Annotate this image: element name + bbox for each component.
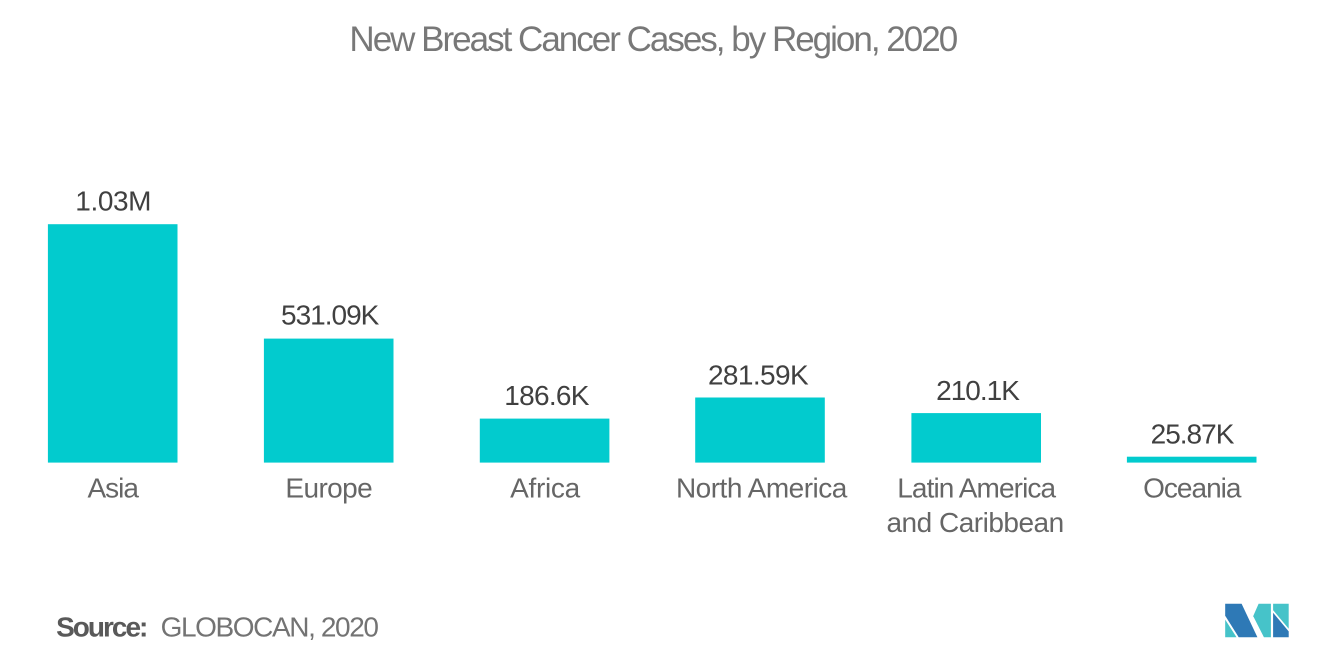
svg-text:Source:: Source: <box>56 612 146 643</box>
svg-text:Asia: Asia <box>87 473 139 504</box>
svg-text:186.6K: 186.6K <box>504 380 590 411</box>
svg-text:531.09K: 531.09K <box>281 300 380 331</box>
svg-text:Latin America: Latin America <box>897 473 1056 504</box>
svg-text:25.87K: 25.87K <box>1151 419 1235 450</box>
svg-text:210.1K: 210.1K <box>936 375 1020 406</box>
svg-text:Europe: Europe <box>285 473 372 504</box>
svg-text:281.59K: 281.59K <box>708 360 809 391</box>
svg-text:Oceania: Oceania <box>1143 473 1242 504</box>
svg-text:Africa: Africa <box>510 473 581 504</box>
svg-text:and Caribbean: and Caribbean <box>886 507 1063 538</box>
svg-text:North America: North America <box>676 473 848 504</box>
svg-text:1.03M: 1.03M <box>75 185 151 216</box>
svg-text:GLOBOCAN, 2020: GLOBOCAN, 2020 <box>161 612 379 643</box>
svg-text:New Breast Cancer Cases, by Re: New Breast Cancer Cases, by Region, 2020 <box>349 20 957 59</box>
